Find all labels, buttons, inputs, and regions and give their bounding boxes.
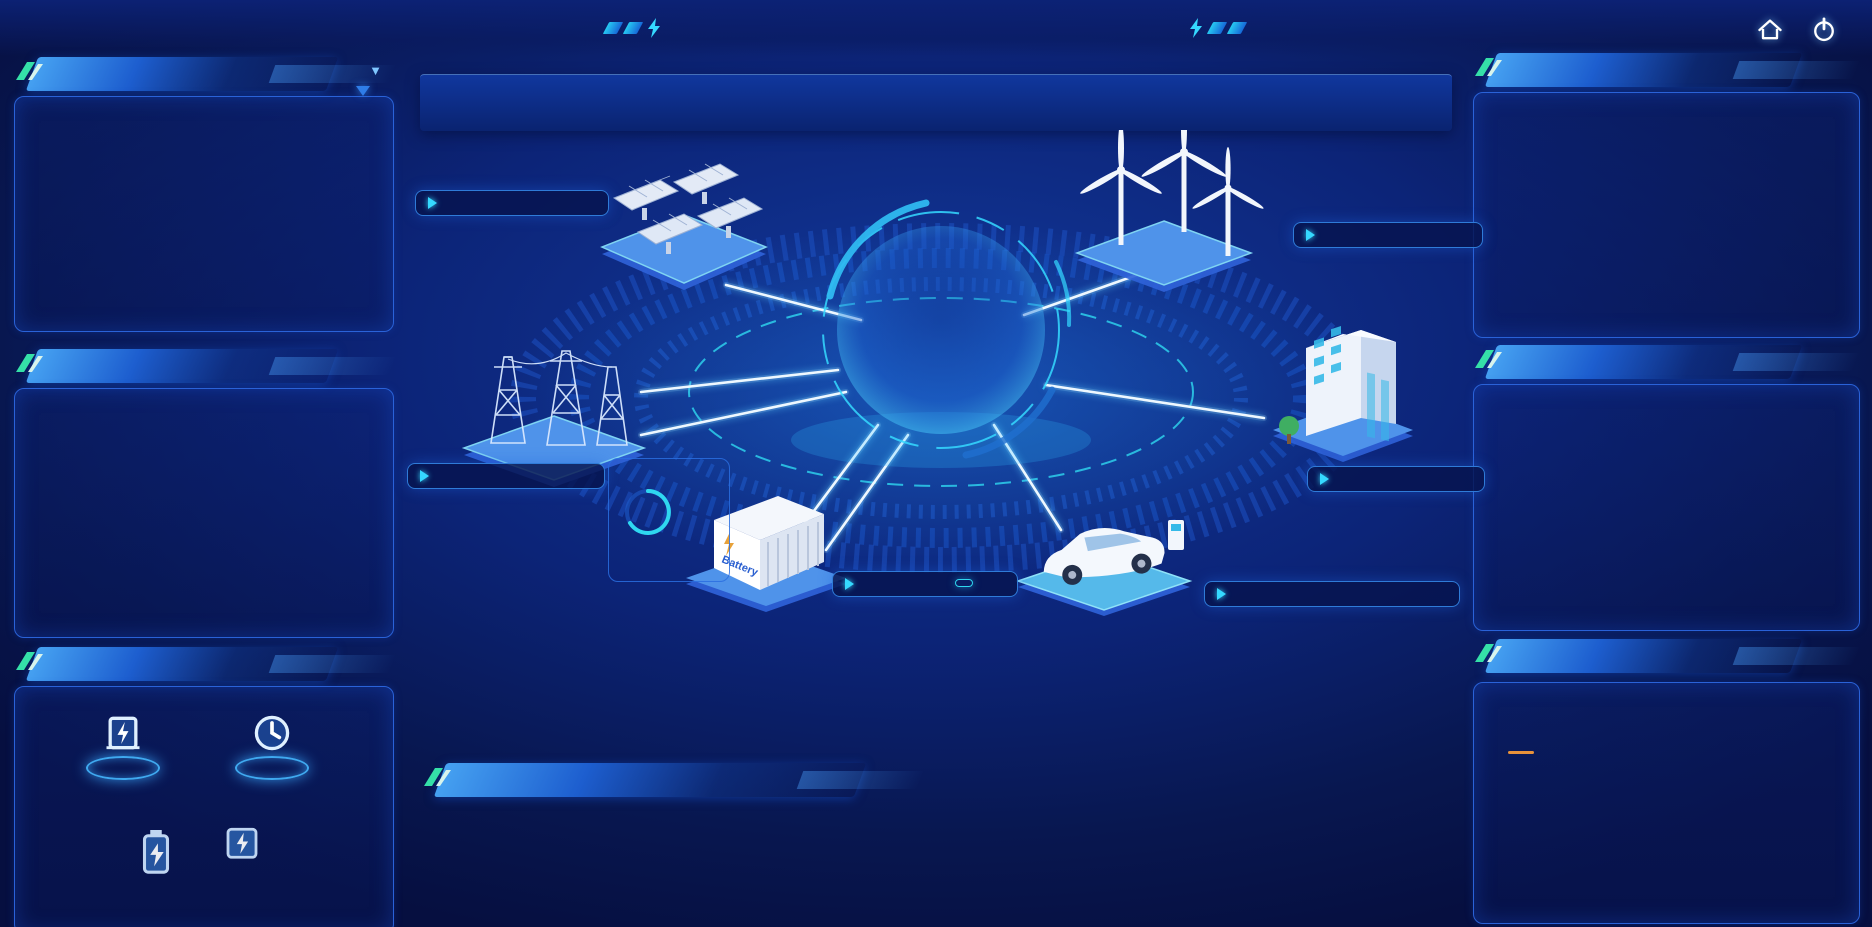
wind-info-card: [1293, 222, 1483, 248]
generation-icon: [106, 716, 140, 750]
chevron-down-icon: ▼: [369, 63, 382, 78]
battery-container-icon: Battery: [686, 496, 846, 612]
energy-flow-visualization: Battery: [406, 103, 1485, 660]
load-info-card: [1307, 466, 1485, 492]
transformer-box: [608, 458, 730, 582]
viz-decor: [501, 199, 1381, 573]
pv-info-card: [415, 190, 609, 216]
panel-cost-compare: [1471, 344, 1862, 633]
kpi-stats-bar: [420, 74, 1452, 131]
panel-project-info: ▼: [12, 56, 396, 334]
panel-corner-icon: [1475, 58, 1502, 76]
grid-info-card: [407, 463, 605, 489]
arrow-icon: [420, 470, 429, 482]
battery-ghost-icon: [142, 830, 170, 874]
panel-usage-analysis: [12, 348, 396, 640]
panel-energy-ranking: [1471, 638, 1862, 927]
node-storage[interactable]: Battery: [674, 478, 859, 618]
card-title: [428, 197, 596, 209]
arrow-icon: [1320, 473, 1329, 485]
panel-corner-icon: [16, 652, 43, 670]
panel-run-power: [1471, 52, 1862, 340]
charger-info-card: [1204, 581, 1460, 607]
panel-corner-icon: [16, 62, 43, 80]
donut-month: [27, 497, 192, 617]
donut-year: [216, 497, 381, 617]
clock-icon: [254, 715, 290, 751]
node-load[interactable]: [1261, 290, 1426, 470]
home-icon[interactable]: [1756, 16, 1784, 44]
panel-corner-icon: [1475, 644, 1502, 662]
renewable-share-core: [831, 278, 1051, 282]
cost-chart: [1474, 397, 1860, 627]
node-wind[interactable]: [1056, 103, 1271, 300]
ev-charging-icon: [1015, 520, 1193, 616]
wind-turbines-icon: [1074, 103, 1264, 292]
pv-ghost-icon: [226, 827, 258, 859]
power-icon[interactable]: [1810, 16, 1838, 44]
panel-social-benefit: [12, 646, 396, 927]
building-icon: [1273, 326, 1413, 462]
title-decor-left: [602, 18, 662, 38]
node-charger[interactable]: [1004, 482, 1204, 622]
title-decor-right: [1188, 18, 1248, 38]
transformer-ring: [625, 489, 671, 535]
card-title: [845, 578, 1005, 590]
card-title: [420, 470, 592, 482]
app-header: [0, 0, 1872, 56]
node-solar[interactable]: [586, 152, 781, 302]
run-power-chart: [1474, 127, 1860, 337]
decor-triangle: [356, 86, 370, 96]
ranking-table-body: [1488, 759, 1845, 917]
hours-pedestal: [230, 711, 314, 780]
demand-chart: [420, 800, 1469, 927]
solar-panels-icon: [600, 163, 768, 290]
arrow-icon: [1306, 229, 1315, 241]
storage-info-card: [832, 571, 1018, 597]
status-badge: [955, 579, 973, 587]
generation-pedestal: [81, 711, 165, 780]
lightning-icon: [648, 18, 660, 38]
card-title: [1306, 229, 1470, 241]
supply-donuts: [15, 497, 393, 617]
arrow-icon: [1217, 588, 1226, 600]
panel-corner-icon: [16, 354, 43, 372]
panel-demand-curve: [420, 762, 1469, 927]
panel-corner-icon: [1475, 350, 1502, 368]
arrow-icon: [845, 578, 854, 590]
ranking-sort-indicator: [1508, 751, 1534, 754]
panel-corner-icon: [424, 768, 451, 786]
card-title: [1217, 588, 1447, 600]
lightning-icon: [1190, 18, 1202, 38]
card-title: [1320, 473, 1472, 485]
arrow-icon: [428, 197, 437, 209]
company-select[interactable]: ▼: [361, 63, 382, 78]
